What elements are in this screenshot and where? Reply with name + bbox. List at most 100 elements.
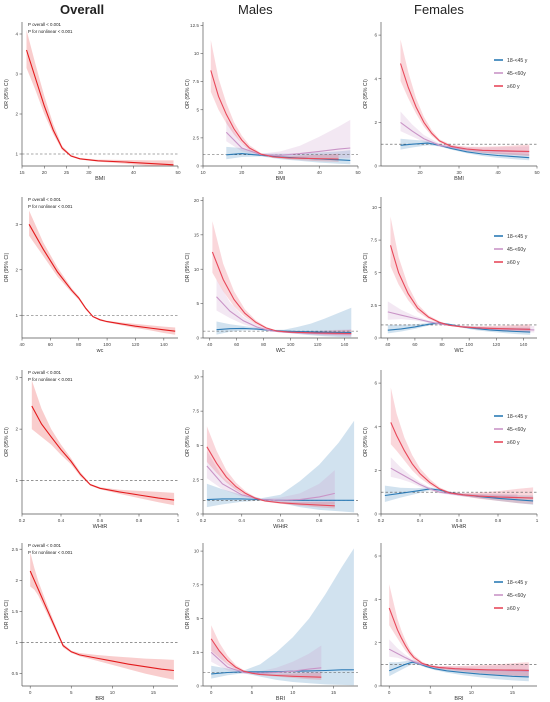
x-tick-label: 5 [70,690,73,695]
p-value-annotation: P for nonlinear < 0.001 [28,29,73,34]
y-tick-label: 2 [15,427,18,432]
legend-label: 18-<45 y [507,58,528,64]
y-tick-label: 1 [15,478,18,483]
x-tick-label: 120 [314,342,322,347]
ci-band-age_18_45 [216,307,352,338]
p-value-annotation: P overall < 0.001 [28,370,62,375]
x-tick-label: 20 [239,170,245,175]
x-tick-label: 80 [76,342,82,347]
y-axis-label: OR (95% CI) [185,79,191,109]
y-axis-label: OR (95% CI) [185,427,191,457]
ci-band-overall [31,380,175,506]
p-value-annotation: P for nonlinear < 0.001 [28,204,73,209]
p-value-annotation: P for nonlinear < 0.001 [28,377,73,382]
series-line-age_60 [211,251,352,335]
y-tick-label: 10 [194,374,200,379]
panel-overall-bmi: 15 20 25 30 40 50 1 2 3 4 BMI OR (95% CI) P overall … [4,22,181,182]
y-tick-label: 2.5 [193,650,200,655]
y-tick-label: 2 [374,120,377,125]
x-tick-label: 0.6 [97,518,104,523]
y-tick-label: 4 [374,424,377,429]
panel-overall-bri: 0 5 10 15 0.5 1 1.5 2 2.5 BRI OR (95% CI) P overall… [4,543,178,702]
legend-label: ≥60 y [507,440,520,446]
legend-label: 18-<45 y [507,234,528,240]
legend-label: 45-<60y [507,247,526,253]
y-tick-label: 3 [15,375,18,380]
x-tick-label: 0.8 [316,518,323,523]
legend-label: ≥60 y [507,84,520,90]
x-tick-label: 30 [456,170,462,175]
x-tick-label: 60 [412,342,418,347]
x-tick-label: 100 [465,342,473,347]
x-tick-label: 10 [290,690,296,695]
series-line-age_60 [389,245,531,330]
y-tick-label: 1 [15,313,18,318]
y-tick-label: 20 [194,198,200,203]
panel-females-bmi: 20 30 40 50 0 2 4 6 BMI OR (95% CI) 18-<45 y 45-<60… [363,22,540,182]
x-tick-label: 0 [29,690,32,695]
panel-overall-wc: 40 60 80 100 120 140 1 2 3 wc OR (95% CI) P overall… [4,197,178,354]
legend: 18-<45 y 45-<60y ≥60 y [494,234,528,266]
x-tick-label: 30 [86,170,92,175]
series-line-overall [25,49,174,166]
y-tick-label: 2 [15,267,18,272]
column-header-males: Males [238,2,273,17]
panel-males-bri: 0 5 10 15 0 2.5 5 7.5 10 BRI OR (95% CI) [185,543,358,702]
x-tick-label: 0.4 [58,518,65,523]
ci-band-age_18_45 [226,146,351,165]
x-tick-label: 60 [234,342,240,347]
x-tick-label: 0.4 [417,518,424,523]
x-tick-label: 15 [510,690,516,695]
legend: 18-<45 y 45-<60y ≥60 y [494,58,528,90]
y-tick-label: 0.5 [12,671,19,676]
ci-band-age_60 [390,387,534,505]
legend-label: 45-<60y [507,71,526,77]
x-tick-label: 0.6 [456,518,463,523]
series-line-age_18_45 [216,327,352,334]
y-tick-label: 2.5 [371,303,378,308]
x-axis-label: WC [276,348,285,354]
series-line-overall [29,570,174,672]
y-axis-label: OR (95% CI) [363,252,369,282]
series-line-overall [28,224,176,332]
x-tick-label: 140 [341,342,349,347]
column-header-overall: Overall [60,2,105,17]
y-tick-label: 10 [194,549,200,554]
y-tick-label: 5 [196,616,199,621]
x-tick-label: 50 [175,170,181,175]
column-header-females: Females [414,2,464,17]
ci-band-age_45_60 [211,640,322,678]
ci-band-age_60 [206,426,335,509]
series-line-age_18_45 [400,142,530,159]
x-tick-label: 10 [110,690,116,695]
p-value-annotation: P overall < 0.001 [28,543,62,548]
y-tick-label: 12.5 [190,23,199,28]
y-tick-label: 6 [374,33,377,38]
x-tick-label: 30 [278,170,284,175]
y-axis-label: OR (95% CI) [4,252,10,282]
legend-label: 18-<45 y [507,580,528,586]
x-axis-label: WHtR [273,524,288,530]
ci-band-age_18_45 [211,548,354,686]
x-axis-label: BRI [454,696,464,702]
x-tick-label: 50 [534,170,540,175]
ci-band-age_45_60 [389,639,529,677]
x-tick-label: 1 [177,518,180,523]
x-tick-label: 1 [536,518,539,523]
x-axis-label: BMI [454,176,464,182]
ci-band-age_60 [389,584,529,677]
y-tick-label: 0 [374,512,377,517]
y-tick-label: 5 [196,301,199,306]
x-tick-label: 0.8 [136,518,143,523]
x-tick-label: 1 [357,518,360,523]
y-tick-label: 3 [15,222,18,227]
y-axis-label: OR (95% CI) [185,599,191,629]
y-tick-label: 2 [15,112,18,117]
y-tick-label: 0 [374,336,377,341]
y-axis-label: OR (95% CI) [4,427,10,457]
series-line-age_60 [206,446,335,507]
series-line-overall [31,405,175,501]
legend-label: ≥60 y [507,606,520,612]
